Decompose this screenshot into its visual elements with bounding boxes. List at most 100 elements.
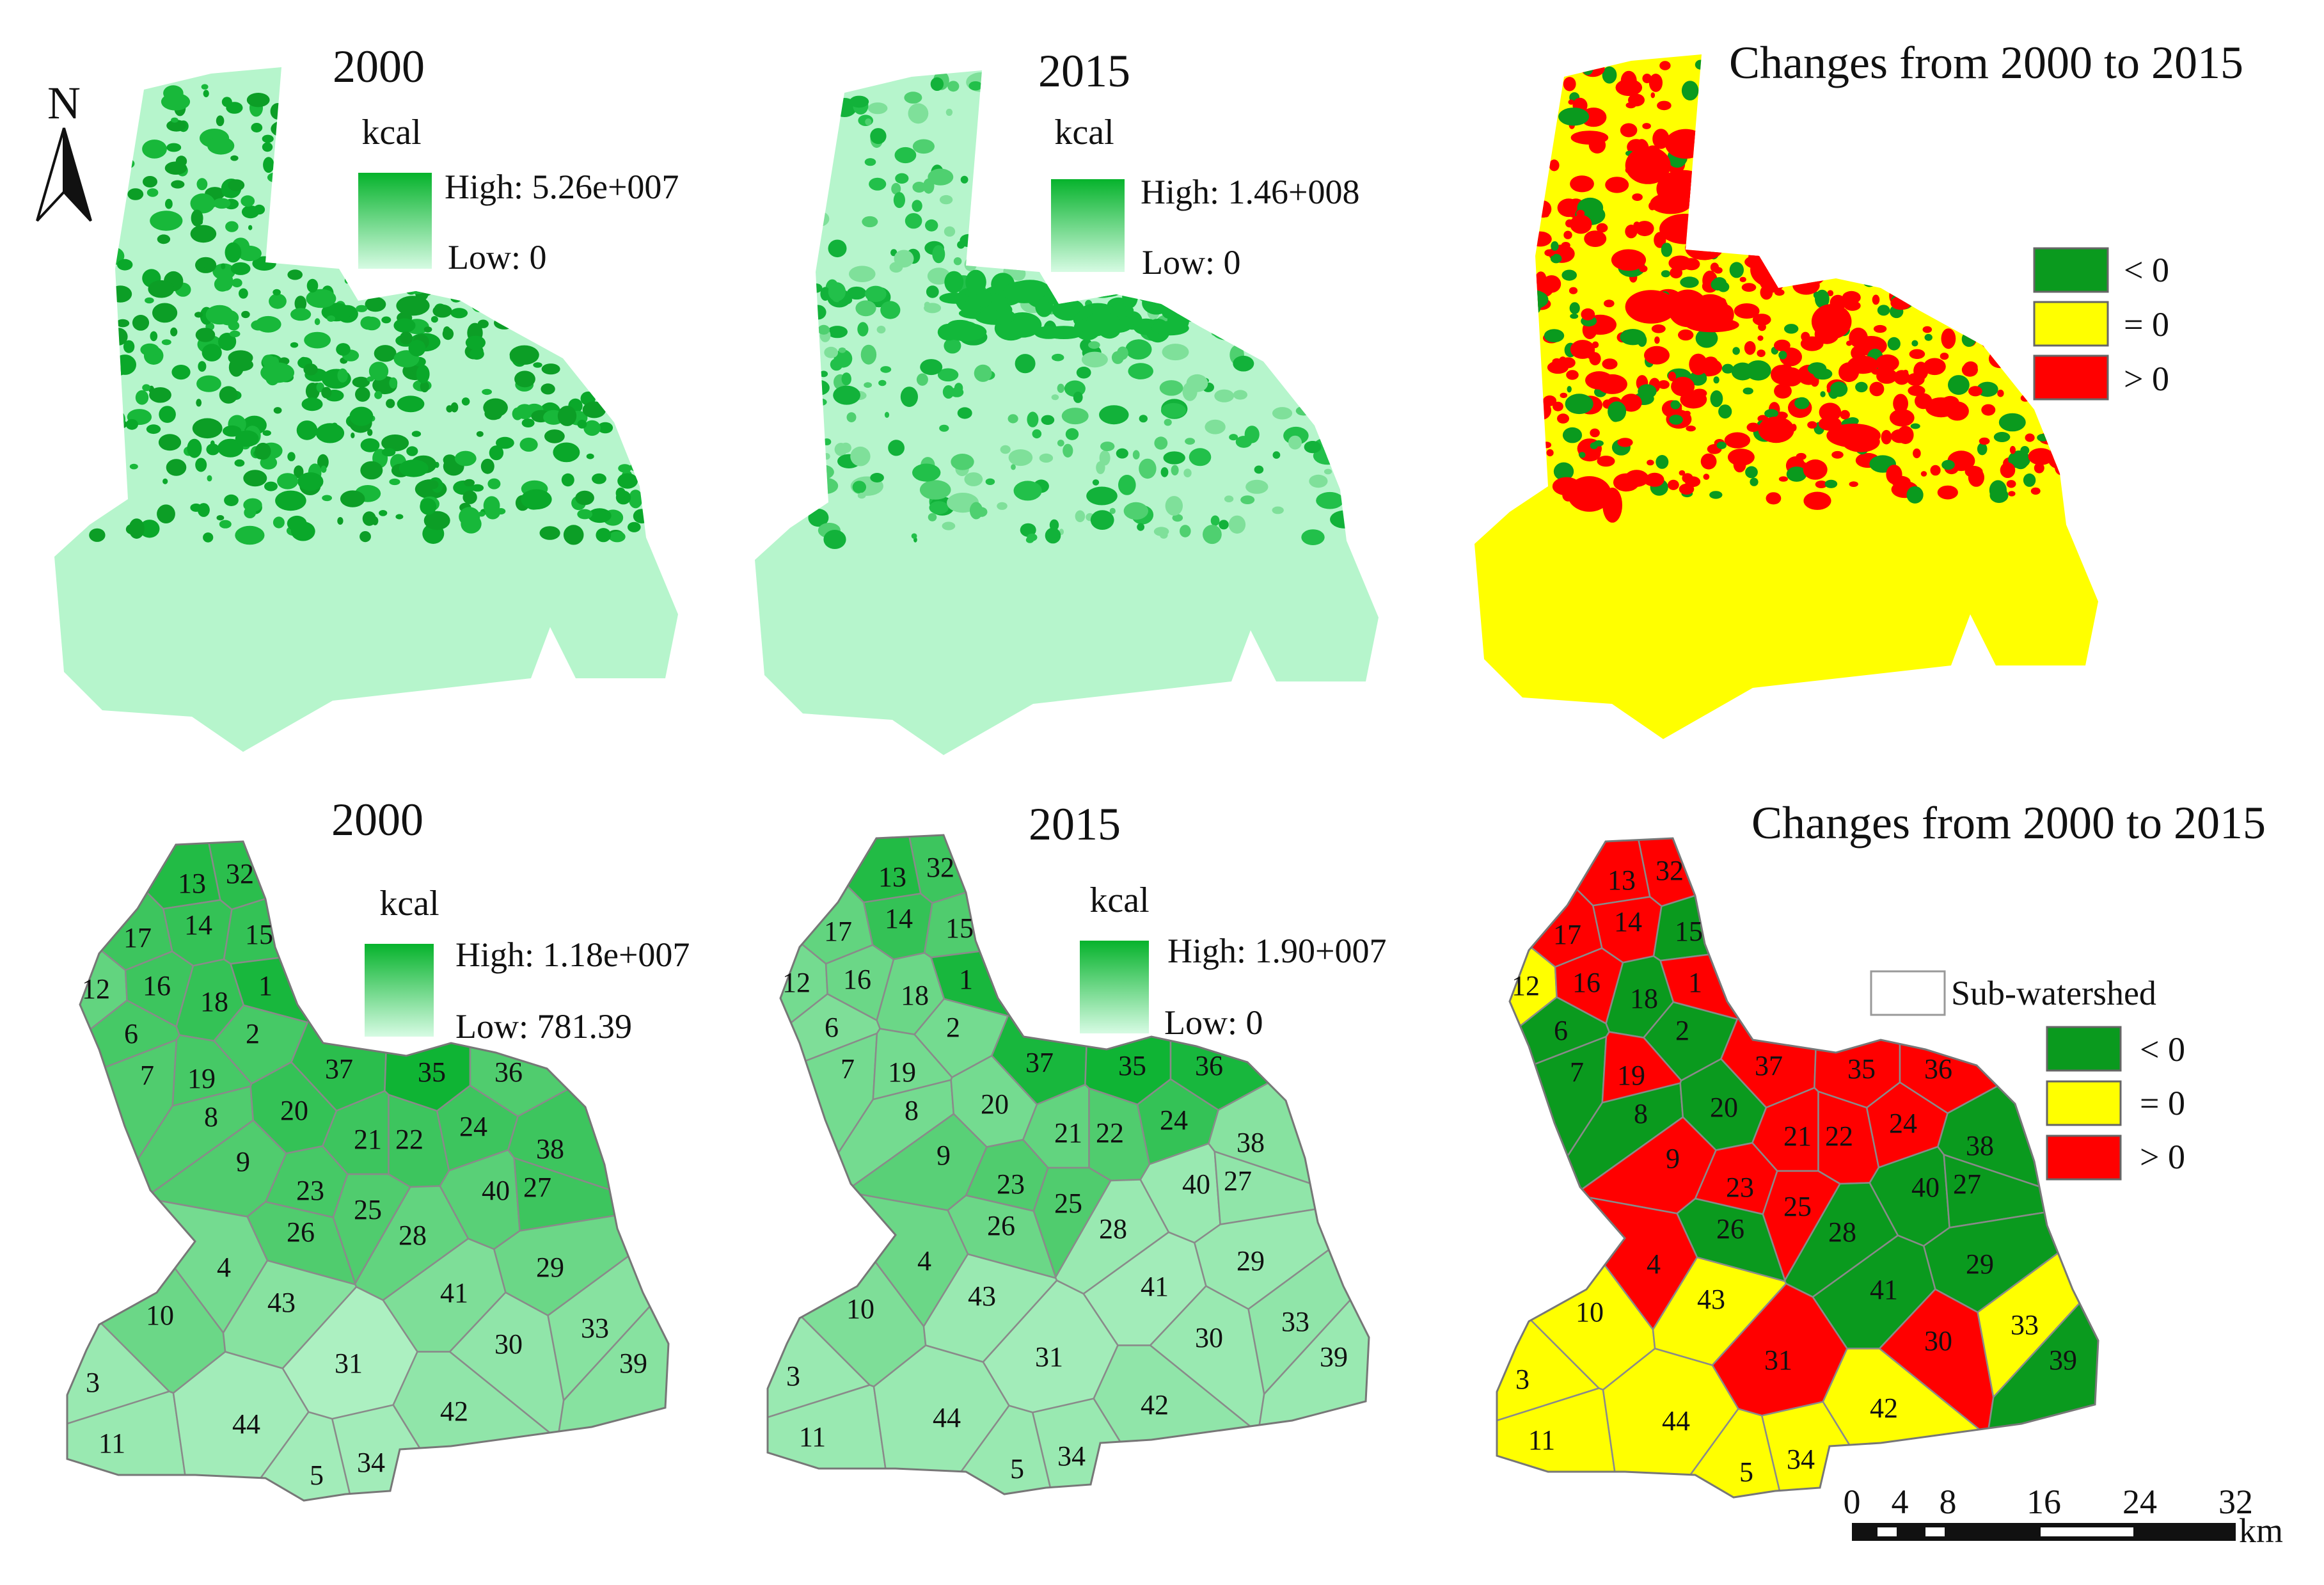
raster-patch [99,160,116,173]
raster-patch [1118,475,1136,495]
raster-patch [1197,224,1219,237]
raster-patch [218,333,237,351]
raster-patch [557,244,583,264]
raster-patch [142,139,167,159]
bottom-change-legend: Sub-watershed < 0 = 0 > 0 [1870,970,2185,1181]
raster-patch [1277,360,1306,376]
top-2015-legend-ramp [1051,179,1125,272]
raster-patch [1892,475,1911,488]
raster-patch [1764,409,1778,418]
raster-patch [317,91,336,110]
raster-patch [337,517,344,525]
raster-patch [1578,446,1601,462]
raster-patch [648,300,669,313]
raster-patch [1219,520,1229,530]
raster-patch [819,370,828,378]
raster-patch [1998,264,2021,278]
raster-patch [1013,127,1037,143]
raster-patch [1938,273,1950,289]
raster-patch [905,213,922,229]
raster-patch [1259,132,1281,147]
raster-patch [1700,453,1717,470]
raster-patch [349,406,374,426]
raster-patch [1915,393,1933,410]
raster-patch [1123,502,1149,520]
raster-patch [1602,358,1618,370]
raster-patch [349,253,356,259]
raster-patch [1334,440,1341,449]
raster-patch [378,162,391,170]
raster-patch [1515,221,1534,235]
raster-patch [101,294,111,306]
raster-patch [308,82,321,92]
raster-patch [1728,150,1748,164]
raster-patch [864,158,876,166]
raster-patch [1212,321,1244,340]
raster-patch [299,106,321,121]
raster-patch [1902,108,1922,120]
bchange-subwatershed-label: 42 [1870,1392,1898,1424]
raster-patch [1968,129,1982,140]
raster-patch [356,305,368,312]
raster-patch [195,328,216,342]
raster-patch [1117,275,1131,293]
raster-patch [1817,108,1842,126]
b2015-subwatershed-label: 35 [1118,1050,1146,1081]
raster-patch [461,115,477,125]
top-legend-label-eq: = 0 [2124,305,2169,344]
raster-patch [537,215,565,233]
raster-patch [1628,93,1645,107]
raster-patch [331,123,340,129]
b2000-subwatershed-label: 36 [494,1056,523,1088]
raster-patch [942,385,954,399]
raster-patch [1840,183,1862,199]
raster-patch [494,316,515,330]
raster-patch [130,74,139,81]
raster-patch [818,324,830,335]
raster-patch [1843,132,1856,143]
raster-patch [235,430,259,447]
raster-patch [1941,328,1956,349]
bchange-subwatershed-11 [1497,1387,1629,1497]
raster-patch [335,197,356,211]
raster-patch [857,322,869,337]
raster-patch [1970,112,1995,133]
raster-patch [2007,192,2033,209]
raster-patch [799,367,805,374]
b2000-subwatershed-label: 30 [494,1328,523,1360]
raster-patch [206,443,220,456]
raster-patch [1553,462,1574,481]
raster-patch [1122,285,1138,308]
raster-patch [1356,294,1361,300]
raster-patch [1295,303,1325,322]
raster-patch [1998,413,2026,432]
raster-patch [221,263,226,269]
raster-patch [282,121,297,132]
raster-patch [928,513,937,522]
raster-patch [1280,77,1304,95]
raster-patch [377,161,390,173]
raster-patch [1826,184,1841,194]
raster-patch [1973,285,1981,292]
raster-patch [810,465,834,480]
raster-patch [912,200,922,212]
raster-patch [1774,339,1790,352]
raster-patch [1047,160,1062,176]
raster-patch [1964,289,1977,301]
raster-patch [1849,328,1868,348]
raster-patch [344,277,350,284]
raster-patch [1679,470,1686,476]
raster-patch [540,309,557,323]
raster-patch [1679,483,1695,495]
raster-patch [523,99,532,112]
raster-patch [143,176,157,187]
raster-patch [1695,60,1706,70]
b2000-subwatershed-label: 44 [232,1408,260,1440]
raster-patch [1272,407,1293,420]
bchange-subwatershed-label: 7 [1570,1056,1584,1088]
raster-patch [1755,195,1780,214]
raster-patch [465,335,486,350]
b2000-subwatershed-11 [67,1390,199,1501]
raster-patch [195,458,207,472]
